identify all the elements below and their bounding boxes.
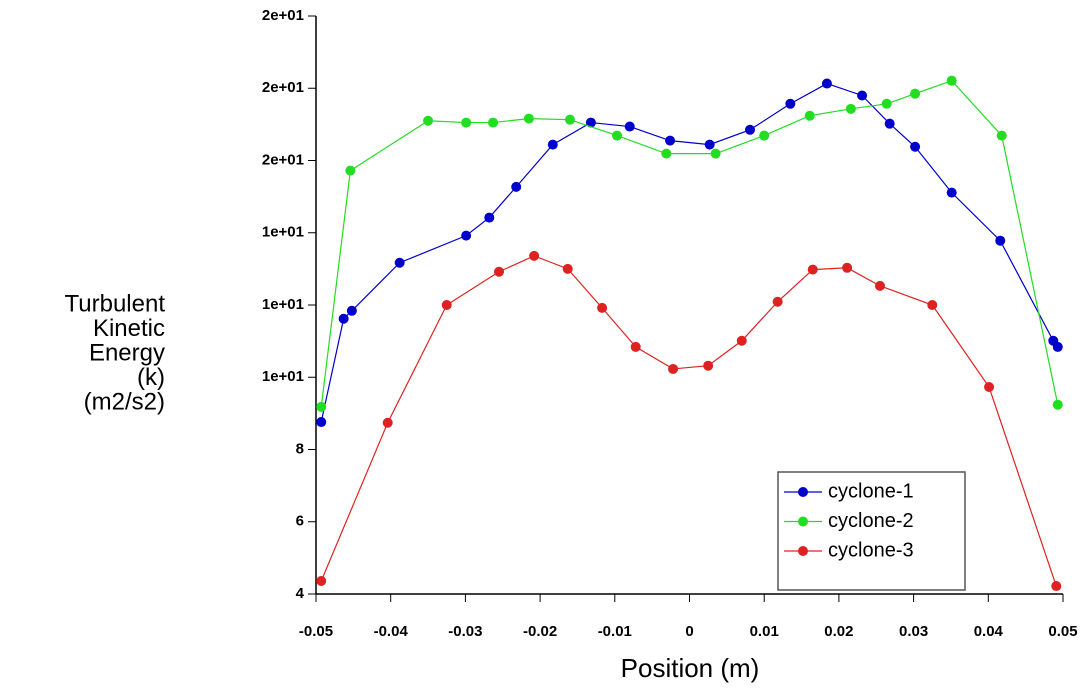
data-point (842, 262, 853, 273)
data-point (461, 117, 472, 128)
series-line (320, 82, 1059, 423)
legend-label: cyclone-3 (828, 539, 914, 561)
legend-label: cyclone-1 (828, 480, 914, 502)
data-point (984, 382, 995, 393)
data-point (1052, 399, 1063, 410)
data-point (927, 300, 938, 310)
data-point (946, 75, 957, 86)
data-point (996, 130, 1007, 141)
data-point (785, 98, 796, 109)
data-point (630, 341, 641, 352)
x-tick-label: 0.04 (974, 623, 1004, 640)
series-line (320, 79, 1059, 407)
data-point (874, 280, 885, 291)
series-line (320, 255, 1057, 587)
data-point (382, 417, 393, 428)
y-axis-label: (m2/s2) (84, 388, 165, 415)
data-point (807, 264, 818, 275)
data-point (710, 148, 721, 159)
y-tick-label: 4 (296, 585, 305, 602)
data-point (612, 130, 623, 141)
data-point (441, 300, 452, 310)
data-point (511, 181, 522, 192)
y-axis-label: (k) (137, 364, 165, 391)
data-point (346, 305, 357, 316)
x-tick-label: -0.02 (523, 623, 557, 640)
data-point (585, 117, 596, 128)
data-point (345, 165, 356, 176)
legend-marker (798, 546, 808, 556)
x-axis-label: Position (m) (621, 653, 760, 683)
data-point (529, 250, 540, 261)
data-point (857, 90, 868, 101)
legend-marker (798, 487, 808, 497)
y-tick-label: 8 (296, 440, 304, 457)
data-point (995, 235, 1006, 246)
x-tick-label: 0.02 (824, 623, 853, 640)
data-point (668, 363, 679, 374)
data-point (881, 98, 892, 109)
y-tick-label: 2e+01 (262, 151, 304, 168)
data-point (665, 135, 676, 146)
legend-marker (798, 516, 808, 527)
data-point (772, 296, 783, 307)
y-tick-label: 1e+01 (262, 368, 304, 385)
x-tick-label: 0.05 (1048, 623, 1077, 640)
data-point (597, 302, 608, 313)
x-tick-label: 0 (685, 623, 693, 640)
data-point (461, 230, 472, 241)
data-point (624, 121, 635, 132)
x-tick-label: -0.04 (374, 623, 409, 640)
data-point (488, 117, 499, 128)
data-point (910, 141, 921, 152)
legend-label: cyclone-2 (828, 510, 914, 532)
data-point (946, 187, 957, 198)
data-point (759, 130, 770, 141)
y-tick-label: 1e+01 (262, 224, 304, 241)
data-point (910, 88, 921, 99)
y-tick-label: 2e+01 (262, 79, 304, 96)
data-point (821, 78, 832, 89)
x-tick-label: 0.01 (750, 623, 779, 640)
data-point (736, 335, 747, 346)
data-point (316, 401, 327, 412)
data-point (703, 360, 714, 371)
data-point (745, 124, 756, 135)
data-point (804, 110, 815, 121)
data-point (704, 139, 715, 150)
data-point (484, 212, 495, 223)
data-point (316, 575, 327, 586)
data-point (547, 139, 558, 150)
data-point (1051, 581, 1062, 592)
y-tick-label: 6 (296, 513, 304, 530)
data-point (316, 417, 327, 428)
data-point (845, 103, 856, 114)
y-axis-label: Turbulent (65, 290, 166, 317)
data-point (523, 113, 534, 124)
data-point (494, 266, 505, 277)
y-axis-label: Kinetic (93, 315, 165, 342)
data-point (884, 118, 895, 129)
data-point (1052, 341, 1063, 352)
y-axis-label: Energy (89, 339, 165, 366)
data-point (564, 114, 575, 125)
x-tick-label: 0.03 (899, 623, 928, 640)
data-point (423, 115, 434, 126)
x-tick-label: -0.01 (598, 623, 632, 640)
x-tick-label: -0.03 (448, 623, 482, 640)
data-point (661, 148, 672, 159)
data-point (394, 257, 405, 268)
data-point (338, 313, 349, 324)
y-tick-label: 1e+01 (262, 296, 304, 313)
data-point (562, 263, 573, 274)
y-tick-label: 2e+01 (262, 7, 304, 24)
x-tick-label: -0.05 (299, 623, 333, 640)
